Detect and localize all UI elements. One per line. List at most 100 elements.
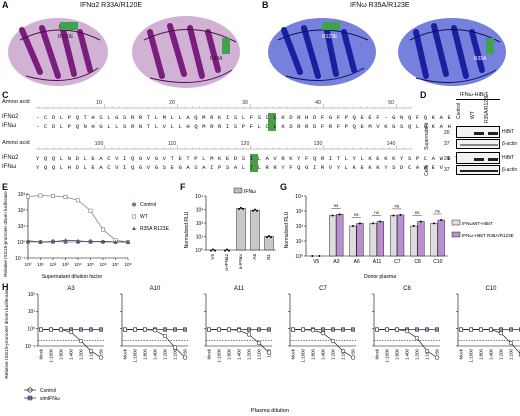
g-dot <box>440 219 443 222</box>
h-xtick-label: 1:1600 <box>133 348 138 362</box>
d-lane-mut: R35A/R123E <box>484 93 490 123</box>
h-xtick-label: 1:200 <box>499 348 504 360</box>
g-xtick-label: V5 <box>313 259 319 265</box>
f-ytick-label: 10⁴ <box>195 194 203 200</box>
g-xtick-label: C7 <box>394 259 401 265</box>
h-xtick-label: 1:200 <box>247 348 252 360</box>
d-section-cells: Cells <box>424 164 430 176</box>
f-xtick-label: α-IFNω <box>238 254 243 270</box>
e-point <box>76 238 80 243</box>
h-xtick-label: 1:100 <box>341 348 346 360</box>
d-blot-actin-cells <box>456 165 500 175</box>
h-control-point <box>266 350 272 355</box>
panel-d-blot: IFNω-HiBiT Control WT R35A/R123E Superna… <box>420 92 520 182</box>
h-control-point <box>142 327 148 332</box>
panel-d-label: D <box>420 90 427 100</box>
h-legend-sim: simIFNω <box>40 396 60 402</box>
g-dot <box>331 214 334 217</box>
h-subplot-title: A11 <box>234 286 245 292</box>
h-xlabel: Plasma dilution <box>251 408 289 414</box>
d-lane-wt: WT <box>470 111 476 119</box>
d-lane-control: Control <box>456 102 462 119</box>
h-xtick-label: Mock <box>39 348 44 359</box>
panel-a-structures: R120E R33A <box>8 16 240 88</box>
c-ruler-1: 10 20 30 40 50 <box>36 100 412 109</box>
h-ylabel: Relative ISG15-promoter driven luciferas… <box>4 289 10 379</box>
g-bar <box>376 221 384 257</box>
g-dot <box>433 222 436 225</box>
h-xtick-label: 1:400 <box>69 348 74 360</box>
e-xtick-label: 10¹ <box>37 262 44 267</box>
e-legend-mut: R35A R123E <box>140 226 170 232</box>
c-tick-40: 40 <box>315 100 321 106</box>
h-control-point <box>330 338 336 344</box>
d-band-2: β-actin <box>502 141 518 147</box>
h-sim-point <box>162 327 167 332</box>
g-bar <box>349 225 357 257</box>
h-xtick-label: 1:800 <box>311 348 316 360</box>
panel-c-alignment: Amino acid 10 20 30 40 50 IFNα2 IFNω - C… <box>0 96 459 178</box>
d-mw-2: 37 <box>444 141 450 147</box>
e-series-line <box>27 195 129 243</box>
e-xlabel: Supernatant dilution factor <box>42 274 103 280</box>
h-xtick-label: 1:400 <box>237 348 242 360</box>
g-dot <box>358 222 361 225</box>
g-dot <box>379 220 382 223</box>
f-xtick-label: A6 <box>252 254 257 260</box>
panel-g-chart: Normalized RLU Donor plasma IFNωWT-HiBiT… <box>284 194 514 280</box>
h-sim-point <box>88 327 93 332</box>
e-xtick-label: 10⁶ <box>99 262 106 267</box>
h-xtick-label: 1:100 <box>89 348 94 360</box>
e-xtick-label: 10⁸ <box>124 262 131 267</box>
h-xtick-label: 1:200 <box>331 348 336 360</box>
e-point <box>88 240 93 244</box>
f-dot <box>252 209 254 212</box>
g-ytick-label: 10⁰ <box>295 254 303 260</box>
c-seq-w-row2: Y Q Q L H D L E A C V I Q G V G S E G A … <box>36 164 444 171</box>
h-subplot-title: C7 <box>319 286 327 292</box>
h-xtick-label: 1:200 <box>415 348 420 360</box>
h-xtick-label: Mock <box>375 348 380 359</box>
h-xtick-label: 1:50 <box>183 348 188 357</box>
h-xtick-label: 1:50 <box>435 348 440 357</box>
h-control-point <box>384 327 390 332</box>
c-tick-50: 50 <box>388 100 394 106</box>
c-name-w-2: IFNω <box>2 164 17 170</box>
g-bar <box>417 221 425 257</box>
e-point <box>101 239 105 243</box>
h-subplot-title: A3 <box>67 286 75 292</box>
e-legend-marker <box>132 226 136 230</box>
d-section-supernatant: Supernatant <box>424 122 430 150</box>
f-bar <box>236 208 246 251</box>
d-band-3: HiBiT <box>502 155 515 161</box>
c-highlight-r33 <box>268 113 276 131</box>
h-control-point <box>290 327 296 332</box>
e-xtick-label: 10⁰ <box>25 262 32 267</box>
h-control-point <box>404 328 410 334</box>
c-tick-20: 20 <box>169 100 175 106</box>
h-subplot-title: A10 <box>150 286 161 292</box>
h-control-point <box>498 331 504 336</box>
h-xtick-label: 1:800 <box>143 348 148 360</box>
f-bar <box>264 236 274 251</box>
panel-f-chart: Normalized RLU IFNω 10⁴ 10³ 10² 10¹ 10⁰ V5 α-I… <box>184 187 276 271</box>
g-xtick-label: C10 <box>433 259 442 265</box>
d-header: IFNω-HiBiT <box>460 92 488 98</box>
h-control-point <box>182 355 188 360</box>
e-ytick-label: 10⁰ <box>17 240 25 246</box>
g-legend-mut: IFNω-HiBiT R35A/R123E <box>462 233 514 238</box>
h-xtick-label: 1:800 <box>395 348 400 360</box>
e-xtick-label: 10² <box>50 262 57 267</box>
h-control-point <box>216 327 222 332</box>
panel-b-label: B <box>262 0 269 10</box>
f-xtick-label: V5 <box>210 254 215 260</box>
f-xtick-label: α-IFNα2 <box>224 254 229 271</box>
c-tick-130: 130 <box>314 141 323 147</box>
e-point <box>126 240 130 244</box>
g-ytick-label: 10² <box>296 224 304 230</box>
f-dot <box>228 249 230 252</box>
f-ylabel: Normalized RLU <box>184 211 190 248</box>
f-dot <box>240 206 242 209</box>
panel-b-title: IFNω R35A/R123E <box>350 2 410 9</box>
e-point <box>76 198 80 203</box>
